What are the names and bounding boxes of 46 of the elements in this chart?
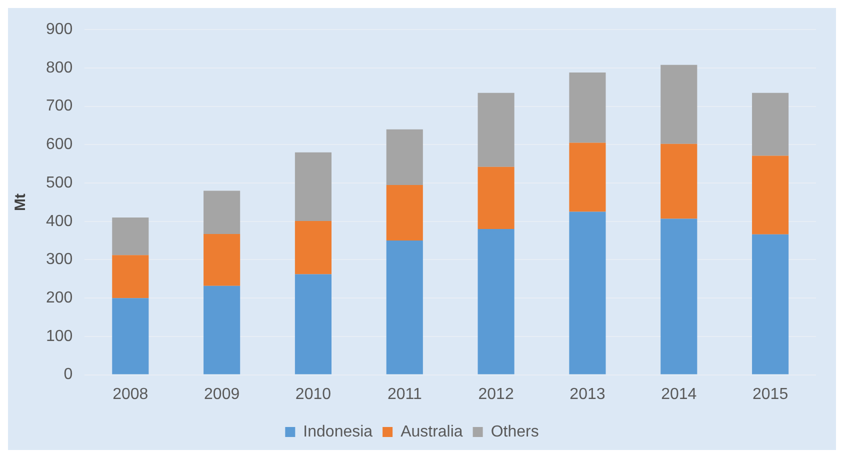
bar bbox=[204, 190, 240, 234]
x-tick-label: 2011 bbox=[387, 386, 422, 403]
bar bbox=[386, 184, 423, 241]
legend-label: Australia bbox=[400, 423, 463, 440]
x-tick-label: 2014 bbox=[661, 386, 697, 403]
bar bbox=[569, 142, 606, 212]
y-tick-label: 900 bbox=[46, 21, 73, 38]
bar bbox=[204, 286, 240, 374]
x-tick-label: 2015 bbox=[752, 386, 788, 403]
y-tick-label: 500 bbox=[46, 174, 73, 192]
bar bbox=[660, 218, 698, 374]
y-tick-label: 700 bbox=[46, 98, 73, 115]
x-tick-label: 2008 bbox=[112, 386, 148, 403]
bar bbox=[660, 144, 698, 219]
bar bbox=[112, 218, 149, 256]
legend-label: Others bbox=[490, 423, 539, 440]
x-tick-label: 2009 bbox=[204, 386, 240, 403]
bar bbox=[294, 274, 332, 374]
bar bbox=[112, 255, 149, 298]
bar bbox=[386, 129, 423, 185]
bar bbox=[478, 229, 514, 374]
bar bbox=[569, 72, 606, 143]
x-tick-label: 2013 bbox=[570, 386, 606, 403]
y-tick-label: 800 bbox=[46, 59, 73, 76]
x-tick-label: 2012 bbox=[478, 386, 514, 403]
bar bbox=[569, 212, 606, 374]
bar bbox=[752, 92, 789, 156]
y-tick-label: 300 bbox=[46, 251, 73, 268]
y-axis-title: Mt bbox=[12, 193, 30, 211]
bar bbox=[752, 156, 789, 234]
legend-label: Indonesia bbox=[303, 423, 373, 440]
bar bbox=[294, 152, 332, 221]
bar bbox=[752, 234, 789, 374]
bar bbox=[204, 234, 240, 286]
bar bbox=[478, 166, 514, 230]
bar bbox=[386, 240, 423, 374]
bar bbox=[660, 64, 698, 144]
x-tick-label: 2010 bbox=[295, 386, 332, 403]
y-tick-label: 100 bbox=[46, 328, 73, 345]
y-tick-label: 200 bbox=[46, 289, 73, 306]
y-tick-label: 0 bbox=[64, 366, 73, 384]
y-tick-label: 400 bbox=[46, 212, 73, 230]
y-tick-label: 600 bbox=[46, 136, 73, 154]
bar bbox=[112, 298, 149, 374]
bar bbox=[478, 92, 514, 167]
bar bbox=[294, 220, 332, 274]
